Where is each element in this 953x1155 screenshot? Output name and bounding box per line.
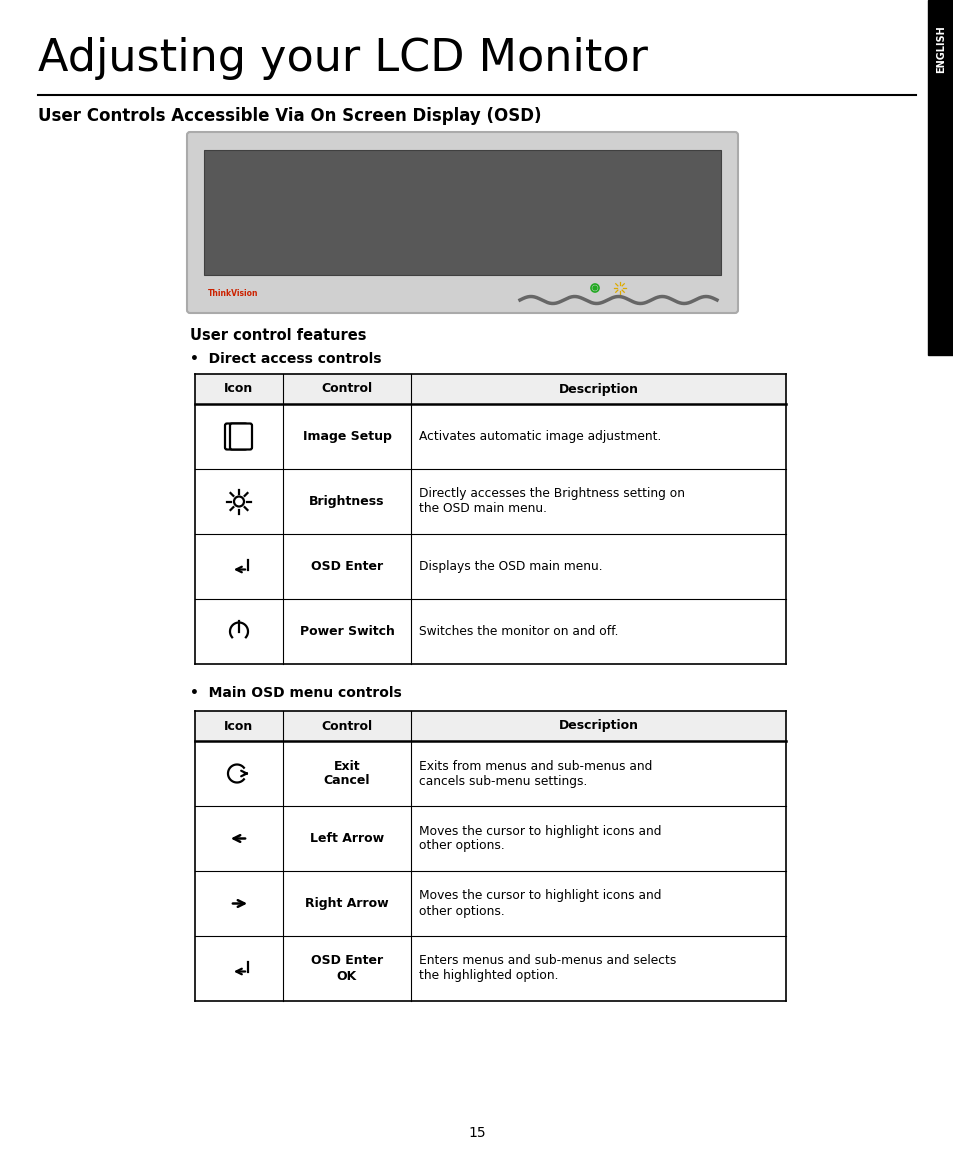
Bar — [194, 469, 785, 534]
Text: Moves the cursor to highlight icons and
other options.: Moves the cursor to highlight icons and … — [418, 889, 660, 917]
Bar — [927, 0, 953, 355]
Text: OSD Enter: OSD Enter — [311, 560, 383, 573]
Text: Icon: Icon — [224, 382, 253, 395]
Text: Control: Control — [321, 382, 373, 395]
Text: Displays the OSD main menu.: Displays the OSD main menu. — [418, 560, 602, 573]
Text: Directly accesses the Brightness setting on
the OSD main menu.: Directly accesses the Brightness setting… — [418, 487, 684, 515]
Text: Icon: Icon — [224, 720, 253, 732]
Bar — [194, 871, 785, 936]
Text: Description: Description — [558, 382, 638, 395]
Text: Right Arrow: Right Arrow — [305, 897, 389, 910]
Bar — [194, 374, 785, 404]
Text: Power Switch: Power Switch — [299, 625, 394, 638]
Bar — [194, 936, 785, 1001]
Text: Exits from menus and sub-menus and
cancels sub-menu settings.: Exits from menus and sub-menus and cance… — [418, 760, 652, 788]
Bar — [194, 404, 785, 469]
Text: Brightness: Brightness — [309, 495, 384, 508]
Text: User control features: User control features — [190, 328, 366, 343]
Text: Description: Description — [558, 720, 638, 732]
FancyBboxPatch shape — [187, 132, 738, 313]
Text: •  Main OSD menu controls: • Main OSD menu controls — [190, 686, 401, 700]
Bar — [194, 742, 785, 806]
Text: Enters menus and sub-menus and selects
the highlighted option.: Enters menus and sub-menus and selects t… — [418, 954, 676, 983]
Text: Adjusting your LCD Monitor: Adjusting your LCD Monitor — [38, 37, 647, 80]
Circle shape — [593, 286, 597, 290]
Text: ENGLISH: ENGLISH — [935, 25, 945, 73]
Text: ThinkVision: ThinkVision — [208, 290, 258, 298]
Text: User Controls Accessible Via On Screen Display (OSD): User Controls Accessible Via On Screen D… — [38, 107, 541, 125]
FancyBboxPatch shape — [230, 424, 252, 449]
Text: Left Arrow: Left Arrow — [310, 832, 384, 845]
Bar — [204, 150, 720, 275]
Bar — [194, 806, 785, 871]
Text: 15: 15 — [468, 1126, 485, 1140]
Text: Exit
Cancel: Exit Cancel — [323, 760, 370, 788]
FancyBboxPatch shape — [225, 424, 247, 449]
Text: Image Setup: Image Setup — [302, 430, 391, 444]
Text: Switches the monitor on and off.: Switches the monitor on and off. — [418, 625, 618, 638]
Text: •  Direct access controls: • Direct access controls — [190, 352, 381, 366]
Text: Activates automatic image adjustment.: Activates automatic image adjustment. — [418, 430, 660, 444]
Bar — [194, 711, 785, 742]
Bar — [194, 534, 785, 599]
Text: OSD Enter
OK: OSD Enter OK — [311, 954, 383, 983]
Text: Moves the cursor to highlight icons and
other options.: Moves the cursor to highlight icons and … — [418, 825, 660, 852]
Text: Control: Control — [321, 720, 373, 732]
Bar — [194, 599, 785, 664]
